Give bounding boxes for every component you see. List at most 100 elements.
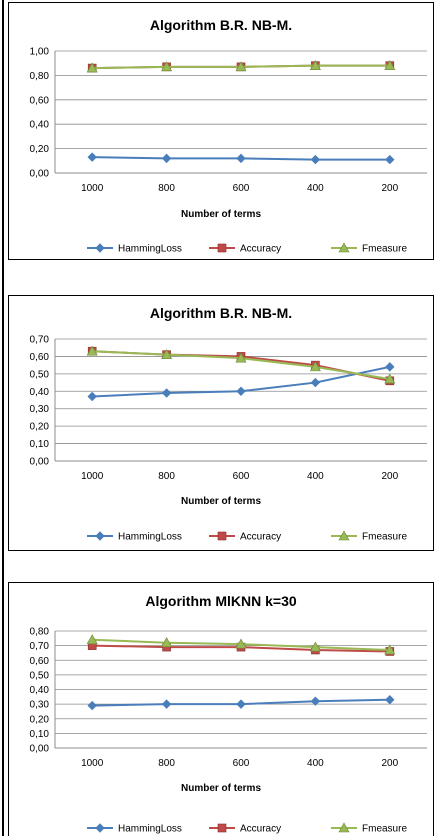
x-tick-label: 1000 [81,183,104,194]
legend-marker [95,531,105,541]
x-tick-label: 200 [381,183,398,194]
y-tick-label: 0,80 [30,627,50,638]
chart-panel-1: Algorithm B.R. NB-M. 0,00 0,20 0,40 0,60 0,80… [8,2,434,260]
y-tick-label: 0,00 [30,457,50,468]
y-tick-label: 0,70 [30,641,50,652]
chart-svg-2: Algorithm B.R. NB-M. 0,00 0,10 0,20 0,30 0,40… [30,305,427,543]
data-point [161,61,173,72]
data-point [310,377,321,388]
data-point [384,373,396,384]
data-point [86,634,98,645]
legend-label: HammingLoss [118,244,182,255]
data-point [235,638,247,649]
x-tick-label: 1000 [81,758,104,769]
data-point [236,699,246,709]
chart-svg-1: Algorithm B.R. NB-M. 0,00 0,20 0,40 0,60 0,80… [30,17,427,255]
chart-svg-3: Algorithm MlKNN k=30 0,00 0,10 0,20 0,30 0,40… [30,593,427,835]
left-rule [2,0,4,836]
data-point [235,61,247,72]
data-point [310,696,321,706]
series-hammingloss [87,695,395,711]
x-axis-title: Number of terms [181,783,261,794]
y-tick-label: 0,80 [30,71,50,82]
chart-title: Algorithm B.R. NB-M. [150,17,292,33]
legend-entry: Fmeasure [331,242,407,255]
x-tick-label: 400 [307,471,324,482]
data-point [384,60,396,70]
data-point [236,386,246,396]
data-point [309,361,321,372]
legend-marker [95,823,105,833]
data-point [161,388,172,398]
legend-label: Fmeasure [362,532,407,543]
x-tick-label: 800 [158,758,175,769]
chart-panel-2: Algorithm B.R. NB-M. 0,00 0,10 0,20 0,30 0,40… [8,295,434,551]
legend-entry: Fmeasure [331,822,407,835]
x-axis-title: Number of terms [181,209,261,220]
legend-marker [217,531,227,541]
data-point [309,60,321,70]
y-tick-label: 0,20 [30,144,50,155]
data-point [235,352,247,363]
data-point [309,641,321,652]
legend-label: Accuracy [240,824,281,835]
series-hammingloss [87,152,395,165]
legend-label: Fmeasure [362,824,407,835]
y-tick-label: 0,60 [30,656,50,667]
legend-marker [217,243,227,253]
data-point [87,700,97,711]
y-tick-label: 0,00 [30,169,50,180]
y-tick-label: 0,20 [30,714,50,725]
data-point [161,349,173,359]
y-tick-label: 0,00 [30,744,50,755]
legend-entry: Fmeasure [331,530,407,543]
data-point [385,154,395,165]
legend-marker [338,822,350,833]
y-tick-label: 0,40 [30,387,50,398]
y-tick-label: 0,20 [30,422,50,433]
legend-marker [217,823,227,833]
data-point [87,152,97,162]
data-point [385,695,395,705]
x-tick-label: 200 [381,758,398,769]
x-tick-label: 200 [381,471,398,482]
x-axis-title: Number of terms [181,496,261,507]
legend-entry: HammingLoss [87,243,182,255]
chart-panel-3: Algorithm MlKNN k=30 0,00 0,10 0,20 0,30 0,40… [8,582,434,836]
data-point [384,644,396,655]
x-tick-label: 600 [233,183,250,194]
x-tick-label: 400 [307,183,324,194]
series-hammingloss [87,362,395,402]
series-fmeasure [86,345,396,384]
legend-label: HammingLoss [118,532,182,543]
x-tick-label: 1000 [81,471,104,482]
legend-marker [338,242,350,253]
x-tick-label: 600 [233,471,250,482]
chart-title: Algorithm MlKNN k=30 [145,593,297,609]
legend-marker [95,243,105,253]
series-fmeasure [86,60,396,73]
legend-label: HammingLoss [118,824,182,835]
series-fmeasure [86,634,396,655]
legend-entry: Accuracy [209,244,281,255]
x-tick-label: 800 [158,471,175,482]
legend-label: Fmeasure [362,244,407,255]
legend-entry: Accuracy [209,824,281,835]
y-tick-label: 1,00 [30,47,50,58]
y-tick-label: 0,40 [30,120,50,131]
y-tick-label: 0,60 [30,95,50,106]
legend-label: Accuracy [240,244,281,255]
data-point [236,153,246,164]
data-point [86,345,98,356]
y-tick-label: 0,10 [30,729,50,740]
y-tick-label: 0,30 [30,404,50,415]
y-tick-label: 0,30 [30,700,50,711]
x-tick-label: 800 [158,183,175,194]
y-tick-label: 0,40 [30,685,50,696]
y-tick-label: 0,10 [30,439,50,450]
legend-entry: HammingLoss [87,531,182,543]
legend-label: Accuracy [240,532,281,543]
data-point [87,391,97,402]
data-point [161,637,173,648]
legend-entry: HammingLoss [87,823,182,835]
